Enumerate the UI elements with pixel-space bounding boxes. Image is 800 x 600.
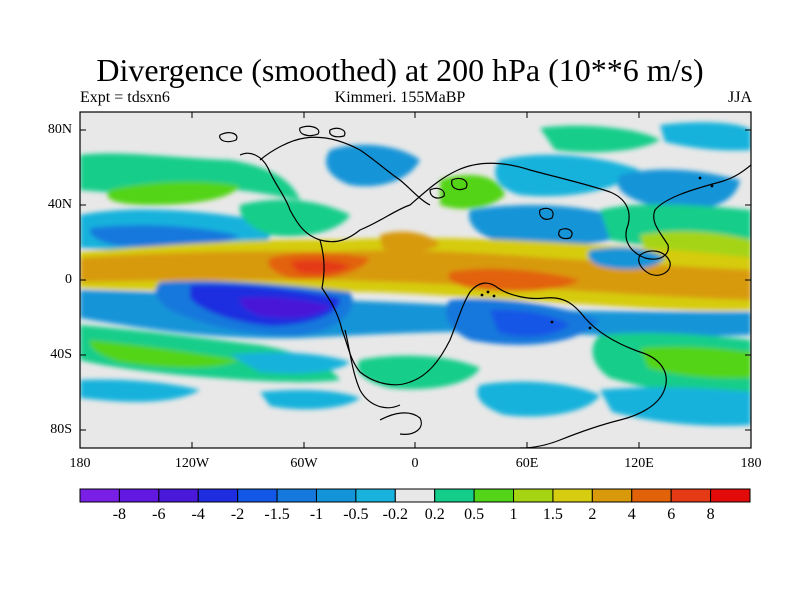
colorbar-label: -0.2 (382, 506, 408, 523)
island-dot (710, 184, 714, 188)
lon-label-180e: 180 (740, 456, 762, 471)
colorbar-label: 8 (706, 506, 715, 523)
island-dot (550, 320, 554, 324)
field-pos-north-4 (540, 125, 660, 153)
colorbar-label: 2 (588, 506, 597, 523)
colorbar-swatch (276, 488, 317, 503)
field-pos-north-3 (440, 175, 505, 209)
field-neg-south-7 (230, 352, 350, 374)
lon-label-0: 0 (411, 456, 419, 471)
field-neg-north-4 (660, 122, 751, 151)
field-neg-mid-3 (469, 205, 640, 247)
field-neg-eq-patch (588, 247, 665, 270)
axis-ticks (80, 112, 751, 448)
field-pos-south-3 (357, 355, 480, 390)
experiment-label: Expt = tdsxn6 (80, 89, 170, 106)
colorbar-label: -1 (309, 506, 324, 523)
colorbar-label: -8 (112, 506, 127, 523)
colorbar-label: -0.5 (343, 506, 369, 523)
colorbar-label: 6 (667, 506, 676, 523)
field-neg-mid-2 (89, 225, 240, 247)
field-neg-polar-4 (260, 390, 360, 410)
field-neg-polar-3 (80, 379, 200, 402)
lat-label-80s: 80S (50, 422, 72, 437)
colorbar (79, 488, 751, 503)
north-america-coast (259, 136, 431, 206)
island-dot (698, 176, 702, 180)
colorbar-swatch (315, 488, 357, 503)
colorbar-label: 0.2 (424, 506, 445, 523)
south-america-coast (344, 329, 401, 409)
colorbar-label: -2 (230, 506, 245, 523)
field-neg-south-6 (490, 309, 570, 337)
field-neg-north-3 (617, 169, 740, 210)
field-pos-eq-6 (380, 231, 440, 253)
map-title: Divergence (smoothed) at 200 hPa (10**6 … (96, 52, 704, 88)
field-neg-south-4 (239, 297, 330, 318)
lat-label-80n: 80N (47, 122, 72, 137)
island-dot (486, 290, 490, 294)
laurasia-outline (239, 152, 751, 260)
colorbar-swatch (434, 488, 475, 503)
colorbar-label: -6 (152, 506, 166, 523)
field-neg-north-1 (326, 144, 420, 187)
colorbar-label: 1 (509, 506, 518, 523)
colorbar-swatch (197, 488, 239, 503)
island-markers (480, 176, 714, 330)
field-neg-polar-1 (477, 381, 600, 417)
lat-label-40n: 40N (47, 197, 72, 212)
lat-label-0: 0 (65, 272, 72, 287)
island-dot (480, 293, 484, 297)
colorbar-swatch (552, 488, 593, 503)
colorbar-swatch (118, 488, 160, 503)
lon-label-120e: 120E (624, 456, 654, 471)
colorbar-swatch (513, 488, 554, 503)
field-pos-eq-5 (448, 268, 580, 292)
colorbar-label: 4 (627, 506, 636, 523)
period-label: Kimmeri. 155MaBP (334, 89, 466, 106)
arctic-islands (219, 125, 346, 143)
field-pos-south-5 (640, 346, 751, 379)
colorbar-swatch (237, 488, 278, 503)
season-label: JJA (727, 89, 752, 106)
field-pos-eq-2 (80, 250, 751, 300)
southeast-landmass (638, 250, 671, 276)
field-pos-north-2 (107, 181, 240, 205)
lon-label-60e: 60E (515, 456, 539, 471)
colorbar-swatch (79, 488, 120, 503)
colorbar-label: 0.5 (464, 506, 485, 523)
divergence-field (80, 112, 751, 448)
colorbar-label: -4 (191, 506, 205, 523)
lat-label-40s: 40S (50, 347, 72, 362)
colorbar-swatch (355, 488, 396, 503)
lon-label-180w: 180 (69, 456, 91, 471)
field-pos-eq-4 (290, 259, 350, 274)
colorbar-swatch (394, 488, 436, 503)
antarctica-coast (379, 412, 422, 435)
tethys-islands (429, 177, 573, 240)
gondwana-outline (319, 239, 667, 448)
colorbar-label: 1.5 (542, 506, 563, 523)
colorbar-swatch (710, 488, 751, 503)
colorbar-swatch (670, 488, 712, 503)
island-dot (492, 294, 496, 298)
field-neg-north-2 (495, 154, 640, 197)
lon-label-120w: 120W (174, 456, 210, 471)
colorbar-swatch (473, 488, 515, 503)
field-neg-polar-2 (600, 387, 751, 426)
colorbar-label: -1.5 (264, 506, 290, 523)
island-dot (588, 326, 592, 330)
continent-outlines (219, 125, 751, 448)
colorbar-swatch (591, 488, 633, 503)
field-pos-south-2 (89, 340, 240, 368)
colorbar-swatch (158, 488, 199, 503)
colorbar-swatch (631, 488, 672, 503)
lon-label-60w: 60W (290, 456, 318, 471)
